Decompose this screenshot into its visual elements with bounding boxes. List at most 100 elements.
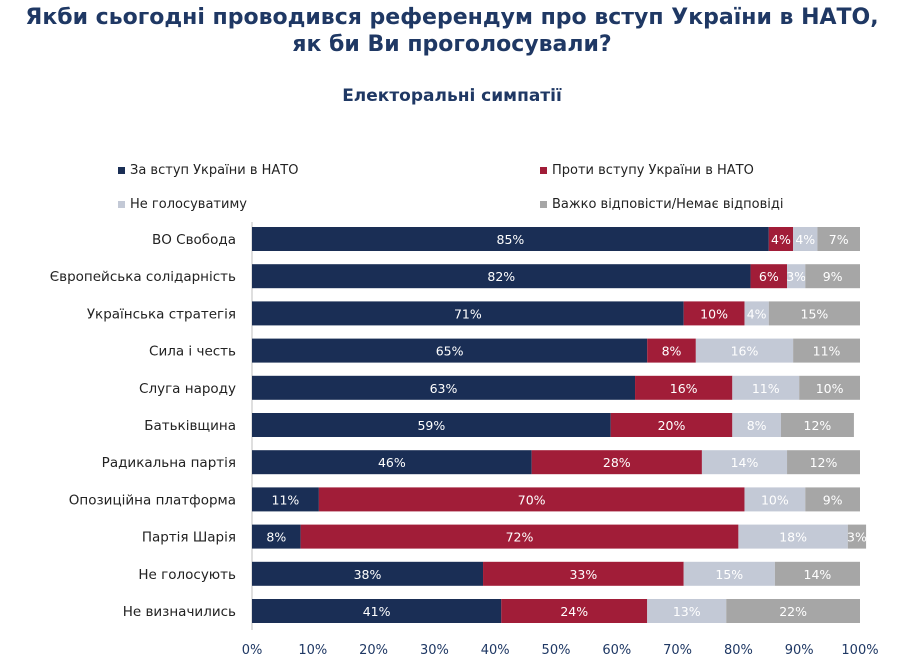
- bar-segment: [635, 375, 733, 400]
- x-tick-label: 50%: [542, 643, 571, 658]
- data-label: 18%: [779, 530, 807, 545]
- legend-label-hard: Важко відповісти/Немає відповіді: [552, 197, 784, 212]
- data-label: 3%: [786, 269, 806, 284]
- data-label: 4%: [747, 306, 767, 321]
- x-tick-label: 80%: [724, 643, 753, 658]
- bar-segment: [744, 301, 769, 326]
- x-tick-label: 100%: [841, 643, 878, 658]
- bar-segment: [768, 301, 860, 326]
- data-label: 4%: [771, 232, 791, 247]
- bar-segment: [252, 599, 502, 623]
- bar-segment: [817, 227, 860, 251]
- chart-title-line-2: як би Ви проголосували?: [292, 32, 612, 57]
- x-tick-label: 60%: [602, 643, 631, 658]
- data-label: 71%: [454, 306, 482, 321]
- bar-segment: [805, 487, 860, 512]
- x-tick-label: 20%: [359, 643, 388, 658]
- data-label: 12%: [804, 418, 832, 433]
- bar-segment: [805, 264, 860, 289]
- data-label: 8%: [747, 418, 767, 433]
- data-label: 8%: [266, 530, 286, 545]
- chart-title: Якби сьогодні проводився референдум про …: [0, 4, 904, 58]
- data-label: 13%: [673, 604, 701, 619]
- chart-title-line-1: Якби сьогодні проводився референдум про …: [25, 5, 879, 30]
- category-label: Українська стратегія: [87, 306, 236, 322]
- data-label: 9%: [823, 492, 843, 507]
- bar-segment: [647, 338, 696, 363]
- category-label: ВО Свобода: [152, 232, 236, 248]
- x-tick-label: 10%: [298, 643, 327, 658]
- bar-segment: [300, 524, 739, 549]
- bar-segment: [531, 450, 702, 475]
- data-label: 10%: [816, 381, 844, 396]
- category-label: Сила і честь: [149, 344, 236, 360]
- data-label: 38%: [354, 567, 382, 582]
- legend-label-for: За вступ України в НАТО: [130, 163, 299, 178]
- legend-label-not-vote: Не голосуватиму: [130, 197, 247, 212]
- data-label: 72%: [506, 530, 534, 545]
- data-label: 15%: [801, 306, 829, 321]
- bar-segment: [768, 227, 794, 251]
- bar-segment: [780, 413, 854, 437]
- category-label: Партія Шарія: [142, 530, 236, 546]
- data-label: 41%: [363, 604, 391, 619]
- data-label: 46%: [378, 455, 406, 470]
- data-label: 15%: [715, 567, 743, 582]
- data-label: 4%: [795, 232, 815, 247]
- x-tick-label: 30%: [420, 643, 449, 658]
- x-tick-label: 70%: [663, 643, 692, 658]
- data-label: 8%: [662, 344, 682, 359]
- data-label: 10%: [700, 306, 728, 321]
- data-label: 70%: [518, 492, 546, 507]
- data-label: 59%: [417, 418, 445, 433]
- data-label: 20%: [658, 418, 686, 433]
- legend-item-for: За вступ України в НАТО: [118, 163, 298, 178]
- bar-segment: [610, 413, 733, 437]
- x-tick-label: 0%: [242, 643, 263, 658]
- data-label: 3%: [847, 530, 867, 545]
- bar-segment: [732, 375, 800, 400]
- bar-segment: [683, 301, 745, 326]
- bar-segment: [787, 450, 860, 475]
- data-label: 82%: [487, 269, 515, 284]
- legend-item-against: Проти вступу України в НАТО: [540, 163, 754, 178]
- bar-segment: [252, 227, 769, 251]
- bar-segment: [738, 524, 848, 549]
- data-label: 16%: [670, 381, 698, 396]
- bar-segment: [774, 561, 860, 586]
- data-label: 14%: [731, 455, 759, 470]
- bar-segment: [787, 264, 806, 289]
- bar-segment: [732, 413, 781, 437]
- bar-segment: [252, 375, 636, 400]
- bar-segment: [744, 487, 806, 512]
- bar-segment: [793, 338, 860, 363]
- data-label: 10%: [761, 492, 789, 507]
- bar-segment: [726, 599, 860, 623]
- bar-segment: [750, 264, 788, 289]
- bar-segment: [799, 375, 860, 400]
- data-label: 22%: [779, 604, 807, 619]
- data-label: 9%: [823, 269, 843, 284]
- data-label: 14%: [804, 567, 832, 582]
- data-label: 11%: [272, 492, 300, 507]
- bar-segment: [252, 487, 319, 512]
- bar-segment: [847, 524, 867, 549]
- bar-segment: [683, 561, 775, 586]
- bar-segment: [252, 301, 684, 326]
- legend-swatch-for: [118, 167, 125, 174]
- legend-swatch-hard: [540, 201, 547, 208]
- data-label: 24%: [560, 604, 588, 619]
- bar-segment: [252, 524, 301, 549]
- legend-swatch-against: [540, 167, 547, 174]
- data-label: 6%: [759, 269, 779, 284]
- data-label: 28%: [603, 455, 631, 470]
- bar-segment: [793, 227, 818, 251]
- data-label: 11%: [752, 381, 780, 396]
- bar-segment: [252, 561, 484, 586]
- bar-segment: [701, 450, 788, 475]
- data-label: 12%: [810, 455, 838, 470]
- data-label: 63%: [430, 381, 458, 396]
- data-label: 85%: [497, 232, 525, 247]
- chart-subtitle: Електоральні симпатії: [342, 86, 562, 106]
